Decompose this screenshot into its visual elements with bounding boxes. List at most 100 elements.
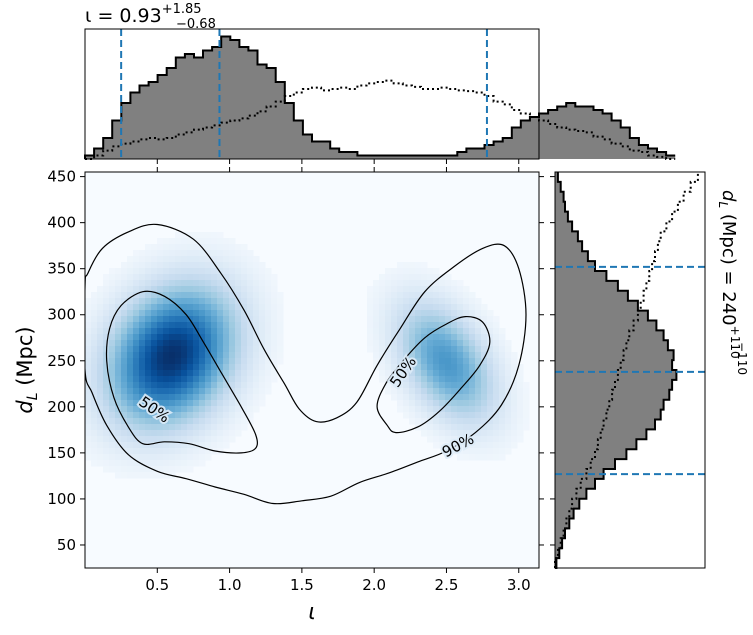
heatmap-cell xyxy=(469,424,476,431)
heatmap-cell xyxy=(97,382,104,389)
heatmap-cell xyxy=(115,376,122,383)
heatmap-cell xyxy=(379,292,386,299)
heatmap-cell xyxy=(133,454,140,461)
heatmap-cell xyxy=(259,364,266,371)
heatmap-cell xyxy=(151,430,158,437)
heatmap-cell xyxy=(163,376,170,383)
heatmap-cell xyxy=(475,304,482,311)
heatmap-cell xyxy=(157,460,164,467)
heatmap-cell xyxy=(97,400,104,407)
heatmap-cell xyxy=(403,346,410,353)
heatmap-cell xyxy=(139,292,146,299)
heatmap-cell xyxy=(109,328,116,335)
heatmap-cell xyxy=(163,388,170,395)
heatmap-cell xyxy=(133,316,140,323)
heatmap-cell xyxy=(217,406,224,413)
heatmap-cell xyxy=(235,304,242,311)
heatmap-cell xyxy=(187,232,194,239)
heatmap-cell xyxy=(385,382,392,389)
heatmap-cell xyxy=(403,376,410,383)
heatmap-cell xyxy=(475,298,482,305)
heatmap-cell xyxy=(403,352,410,359)
heatmap-cell xyxy=(397,382,404,389)
heatmap-cell xyxy=(193,268,200,275)
heatmap-cell xyxy=(91,412,98,419)
heatmap-cell xyxy=(199,388,206,395)
heatmap-cell xyxy=(169,466,176,473)
heatmap-cell xyxy=(247,304,254,311)
heatmap-cell xyxy=(229,304,236,311)
heatmap-cell xyxy=(127,400,134,407)
heatmap-cell xyxy=(97,418,104,425)
heatmap-cell xyxy=(157,262,164,269)
heatmap-cell xyxy=(139,382,146,389)
heatmap-cell xyxy=(103,382,110,389)
heatmap-cell xyxy=(121,436,128,443)
heatmap-cell xyxy=(103,454,110,461)
heatmap-cell xyxy=(247,418,254,425)
heatmap-cell xyxy=(481,388,488,395)
heatmap-cell xyxy=(445,424,452,431)
heatmap-cell xyxy=(151,310,158,317)
heatmap-cell xyxy=(91,370,98,377)
heatmap-cell xyxy=(427,424,434,431)
heatmap-cell xyxy=(217,352,224,359)
heatmap-cell xyxy=(187,268,194,275)
heatmap-cell xyxy=(157,412,164,419)
heatmap-cell xyxy=(499,406,506,413)
heatmap-cell xyxy=(475,334,482,341)
heatmap-cell xyxy=(91,388,98,395)
heatmap-cell xyxy=(145,340,152,347)
heatmap-cell xyxy=(157,310,164,317)
heatmap-cell xyxy=(127,352,134,359)
heatmap-cell xyxy=(109,376,116,383)
heatmap-cell xyxy=(205,334,212,341)
heatmap-cell xyxy=(463,322,470,329)
heatmap-cell xyxy=(487,370,494,377)
heatmap-cell xyxy=(265,388,272,395)
heatmap-cell xyxy=(133,346,140,353)
heatmap-cell xyxy=(487,436,494,443)
heatmap-cell xyxy=(187,430,194,437)
heatmap-cell xyxy=(433,436,440,443)
heatmap-cell xyxy=(85,358,92,365)
heatmap-cell xyxy=(493,340,500,347)
heatmap-cell xyxy=(97,292,104,299)
heatmap-cell xyxy=(133,400,140,407)
heatmap-cell xyxy=(415,262,422,269)
heatmap-cell xyxy=(139,334,146,341)
heatmap-cell xyxy=(139,274,146,281)
heatmap-cell xyxy=(163,412,170,419)
heatmap-cell xyxy=(121,334,128,341)
heatmap-cell xyxy=(151,376,158,383)
heatmap-cell xyxy=(247,328,254,335)
heatmap-cell xyxy=(223,376,230,383)
heatmap-cell xyxy=(253,256,260,263)
heatmap-cell xyxy=(439,376,446,383)
heatmap-cell xyxy=(121,466,128,473)
heatmap-cell xyxy=(265,304,272,311)
heatmap-cell xyxy=(235,268,242,275)
heatmap-cell xyxy=(169,430,176,437)
heatmap-cell xyxy=(385,268,392,275)
heatmap-cell xyxy=(199,250,206,257)
heatmap-cell xyxy=(199,352,206,359)
heatmap-cell xyxy=(103,388,110,395)
heatmap-cell xyxy=(127,388,134,395)
heatmap-cell xyxy=(439,298,446,305)
heatmap-cell xyxy=(247,406,254,413)
heatmap-cell xyxy=(277,346,284,353)
heatmap-cell xyxy=(385,388,392,395)
y-tick-label: 400 xyxy=(47,214,76,232)
heatmap-cell xyxy=(253,298,260,305)
heatmap-cell xyxy=(457,400,464,407)
heatmap-cell xyxy=(85,304,92,311)
heatmap-cell xyxy=(127,262,134,269)
heatmap-cell xyxy=(163,394,170,401)
heatmap-cell xyxy=(421,322,428,329)
heatmap-cell xyxy=(133,298,140,305)
heatmap-cell xyxy=(391,280,398,287)
heatmap-cell xyxy=(205,430,212,437)
heatmap-cell xyxy=(121,400,128,407)
heatmap-cell xyxy=(115,346,122,353)
